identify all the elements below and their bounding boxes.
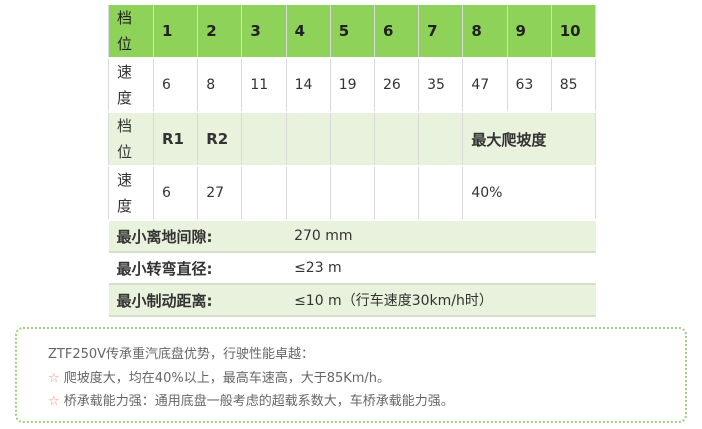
speed-cell: 27 (197, 166, 243, 220)
speed-label: 速度 (108, 58, 154, 112)
speed-cell: 14 (285, 58, 331, 112)
gear-cell: 9 (506, 5, 552, 58)
gear-cell: 2 (197, 5, 243, 58)
spec-table: 档位 1 2 3 4 5 6 7 8 9 10 速度 6 8 11 14 19 26 35 47 63 85 档位 R1… (108, 5, 597, 317)
speed-cell: 6 (152, 166, 199, 220)
spec-row: 最小转弯直径: ≤23 m (108, 252, 596, 284)
star-icon: ☆ (48, 371, 60, 386)
max-grade-label: 最大爬坡度 (462, 112, 596, 166)
speed-cell: 35 (418, 58, 464, 112)
speed-cell: 85 (550, 58, 597, 112)
spec-row: 最小离地间隙: 270 mm (108, 220, 596, 252)
gear-cell: 10 (550, 5, 597, 58)
speed-row: 速度 6 8 11 14 19 26 35 47 63 85 (108, 58, 597, 112)
speed-cell: 19 (329, 58, 375, 112)
spec-row: 最小制动距离: ≤10 m（行车速度30km/h时） (108, 284, 596, 316)
max-grade-value: 40% (462, 166, 596, 220)
speed-cell: 26 (373, 58, 420, 112)
gear-cell: R2 (197, 112, 243, 166)
reverse-gear-row: 档位 R1 R2 最大爬坡度 (108, 112, 596, 166)
star-icon: ☆ (48, 394, 60, 409)
gear-cell: 6 (373, 5, 420, 58)
speed-cell: 47 (462, 58, 508, 112)
speed-cell: 6 (152, 58, 199, 112)
notes-box: ZTF250V传承重汽底盘优势，行驶性能卓越： ☆ 爬坡度大，均在40%以上，最… (15, 327, 687, 423)
note-item: ☆ 爬坡度大，均在40%以上，最高车速高，大于85Km/h。 (48, 371, 391, 386)
notes-title: ZTF250V传承重汽底盘优势，行驶性能卓越： (48, 347, 315, 362)
gear-label: 档位 (108, 5, 154, 58)
gear-label: 档位 (108, 112, 154, 166)
gear-cell: 5 (329, 5, 375, 58)
gear-cell: 3 (241, 5, 287, 58)
gear-cell: 1 (152, 5, 199, 58)
speed-cell: 63 (506, 58, 552, 112)
speed-cell: 8 (197, 58, 243, 112)
speed-label: 速度 (108, 166, 154, 220)
gear-cell: 7 (418, 5, 464, 58)
note-item: ☆ 桥承载能力强：通用底盘一般考虑的超载系数大，车桥承载能力强。 (48, 394, 454, 409)
speed-cell: 11 (241, 58, 287, 112)
gear-row: 档位 1 2 3 4 5 6 7 8 9 10 (108, 5, 597, 58)
gear-cell: 8 (462, 5, 508, 58)
reverse-speed-row: 速度 6 27 40% (108, 166, 596, 220)
gear-cell: 4 (285, 5, 331, 58)
gear-cell: R1 (152, 112, 199, 166)
